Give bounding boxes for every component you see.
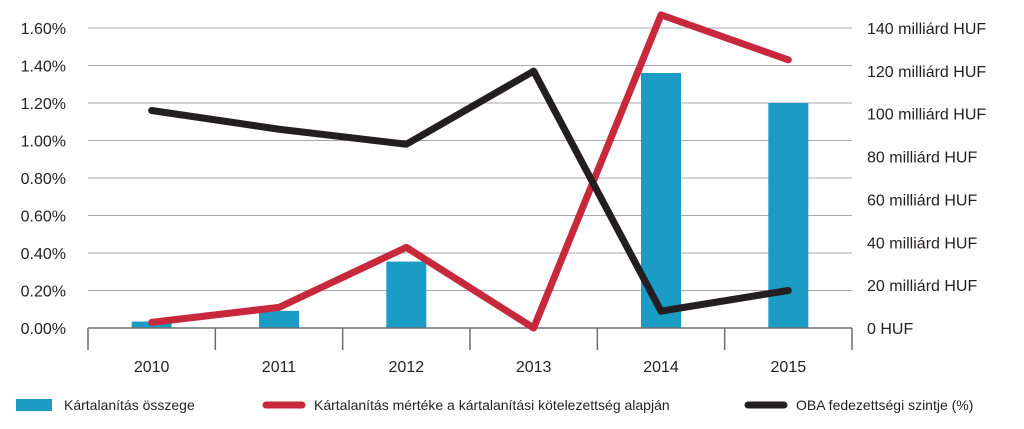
left-tick-label: 0.60% [21, 209, 66, 226]
left-tick-label: 1.00% [21, 134, 66, 151]
left-tick-label: 1.20% [21, 96, 66, 113]
x-tick-label: 2011 [262, 359, 297, 376]
x-tick-label: 2014 [643, 359, 679, 376]
legend-label: Kártalanítás összege [64, 397, 195, 413]
left-tick-label: 0.20% [21, 284, 66, 301]
left-tick-label: 0.40% [21, 246, 66, 263]
right-tick-label: 140 milliárd HUF [867, 21, 986, 38]
right-tick-label: 100 milliárd HUF [867, 107, 986, 124]
legend-label: Kártalanítás mértéke a kártalanítási köt… [314, 397, 670, 413]
right-tick-label: 80 milliárd HUF [867, 150, 977, 167]
x-axis [87, 327, 853, 350]
legend-swatch [16, 399, 52, 411]
x-axis-ticks: 2010 2011 2012 2013 2014 2015 [134, 359, 806, 376]
gridlines [88, 27, 852, 291]
left-tick-label: 1.60% [21, 21, 66, 38]
right-tick-label: 0 HUF [867, 321, 913, 338]
right-tick-label: 60 milliárd HUF [867, 192, 977, 209]
x-tick-label: 2010 [134, 359, 170, 376]
bar [259, 310, 299, 328]
right-axis-ticks: 0 HUF 20 milliárd HUF 40 milliárd HUF 60 mi… [867, 21, 986, 338]
series-line [148, 67, 792, 315]
x-tick-label: 2012 [389, 359, 425, 376]
left-tick-label: 1.40% [21, 59, 66, 76]
right-tick-label: 40 milliárd HUF [867, 235, 977, 252]
bar [386, 261, 427, 328]
left-tick-label: 0.00% [21, 321, 66, 338]
legend: Kártalanítás összege Kártalanítás mértéke… [16, 397, 973, 413]
right-tick-label: 120 milliárd HUF [867, 64, 986, 81]
series-line [148, 11, 792, 332]
left-tick-label: 0.80% [21, 171, 66, 188]
x-tick-label: 2015 [771, 359, 807, 376]
x-tick-label: 2013 [516, 359, 552, 376]
legend-label: OBA fedezettségi szintje (%) [796, 397, 973, 413]
right-tick-label: 20 milliárd HUF [867, 278, 977, 295]
left-axis-ticks: 0.00% 0.20% 0.40% 0.60% 0.80% 1.00% 1.20% 1.40%… [21, 21, 66, 338]
line-series [148, 11, 792, 332]
